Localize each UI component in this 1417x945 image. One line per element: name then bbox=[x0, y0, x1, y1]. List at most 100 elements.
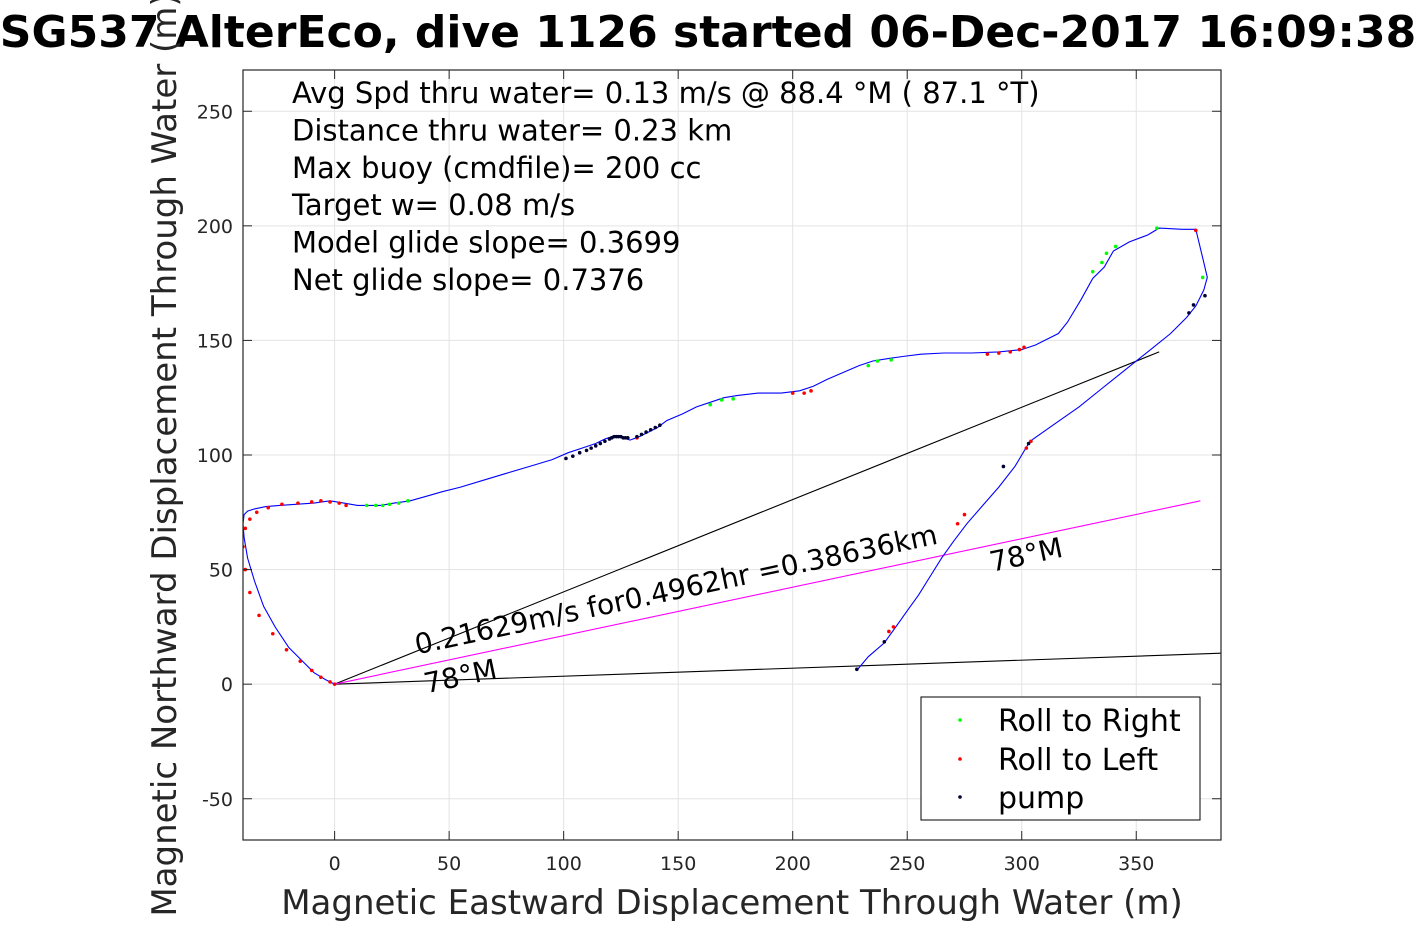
heading-line bbox=[334, 351, 1160, 685]
ticks: 0 50 100 150 200 250 300 350 -50 0 50 100 150 200 250 bbox=[197, 70, 1221, 875]
roll-left-marker bbox=[266, 505, 270, 510]
roll-left-marker bbox=[802, 391, 806, 395]
pump-marker bbox=[603, 439, 607, 444]
roll-left-marker bbox=[328, 500, 332, 504]
legend-roll-right-label: Roll to Right bbox=[998, 704, 1181, 739]
roll-left-marker bbox=[319, 675, 323, 680]
roll-right-marker bbox=[1155, 226, 1159, 230]
info-line: Target w= 0.08 m/s bbox=[291, 188, 575, 222]
x-tick-label: 100 bbox=[546, 853, 582, 875]
roll-left-marker bbox=[280, 502, 284, 507]
y-tick-label: -50 bbox=[202, 789, 233, 811]
roll-left-marker bbox=[1022, 345, 1026, 350]
roll-left-marker bbox=[809, 389, 813, 393]
x-tick-label: 300 bbox=[1004, 853, 1040, 875]
roll-left-marker bbox=[332, 682, 337, 686]
roll-left-marker bbox=[254, 510, 259, 515]
pump-marker bbox=[571, 454, 575, 458]
pump-marker bbox=[653, 425, 658, 430]
legend-roll-right-marker bbox=[958, 718, 962, 722]
x-axis-label: Magnetic Eastward Displacement Through W… bbox=[281, 883, 1183, 923]
x-tick-label: 150 bbox=[660, 853, 696, 875]
pump-marker bbox=[584, 448, 589, 453]
roll-left-marker bbox=[296, 501, 300, 505]
roll-right-marker bbox=[1200, 275, 1205, 280]
y-tick-label: 150 bbox=[197, 330, 233, 352]
pump-marker bbox=[648, 427, 653, 432]
roll-left-marker bbox=[328, 680, 332, 684]
x-tick-label: 0 bbox=[329, 853, 341, 875]
roll-left-marker bbox=[1008, 350, 1013, 354]
pump-marker bbox=[855, 667, 859, 672]
info-line: Max buoy (cmdfile)= 200 cc bbox=[292, 151, 701, 185]
pump-marker bbox=[1203, 293, 1207, 298]
pump-marker bbox=[644, 430, 648, 434]
roll-left-marker bbox=[248, 590, 252, 595]
annotation-text: 78°M bbox=[421, 653, 500, 701]
info-line: Net glide slope= 0.7376 bbox=[292, 263, 644, 297]
roll-left-marker bbox=[309, 668, 314, 673]
pump-marker bbox=[625, 436, 630, 440]
roll-left-marker bbox=[962, 512, 967, 517]
y-tick-label: 50 bbox=[209, 560, 233, 582]
roll-right-marker bbox=[719, 398, 724, 402]
roll-right-marker bbox=[387, 502, 392, 507]
info-line: Avg Spd thru water= 0.13 m/s @ 88.4 °M (… bbox=[292, 76, 1040, 110]
roll-right-marker bbox=[406, 499, 410, 503]
pump-marker bbox=[589, 446, 593, 450]
roll-right-marker bbox=[396, 501, 401, 505]
legend-roll-left-label: Roll to Left bbox=[998, 743, 1158, 778]
roll-left-marker bbox=[344, 503, 348, 508]
pump-marker bbox=[635, 434, 639, 439]
heading-line bbox=[334, 500, 1201, 685]
pump-marker bbox=[593, 444, 598, 448]
x-tick-label: 50 bbox=[437, 853, 461, 875]
y-tick-label: 250 bbox=[197, 101, 233, 123]
x-tick-label: 250 bbox=[889, 853, 925, 875]
roll-right-marker bbox=[1113, 244, 1118, 249]
roll-left-marker bbox=[257, 613, 261, 618]
roll-left-marker bbox=[319, 499, 323, 503]
pump-marker bbox=[1026, 441, 1031, 446]
roll-right-marker bbox=[708, 402, 713, 407]
pump-marker bbox=[598, 441, 603, 446]
pump-marker bbox=[658, 423, 662, 428]
pump-marker bbox=[639, 432, 644, 437]
roll-left-marker bbox=[270, 631, 275, 636]
annotation-text: 78°M bbox=[987, 531, 1066, 579]
roll-left-marker bbox=[243, 526, 248, 531]
pump-marker bbox=[1187, 311, 1191, 315]
y-tick-label: 200 bbox=[197, 216, 233, 238]
roll-right-marker bbox=[380, 503, 385, 508]
roll-left-marker bbox=[1029, 439, 1033, 444]
roll-left-marker bbox=[997, 351, 1001, 355]
roll-right-marker bbox=[866, 363, 871, 368]
roll-right-marker bbox=[731, 397, 735, 401]
annotation-text: 0.21629m/s for0.4962hr =0.38636km bbox=[412, 518, 941, 661]
roll-left-marker bbox=[309, 500, 314, 504]
roll-right-marker bbox=[374, 503, 378, 508]
pump-marker bbox=[577, 450, 582, 455]
roll-left-marker bbox=[1024, 446, 1029, 450]
pump-marker bbox=[882, 639, 887, 644]
roll-left-marker bbox=[790, 391, 795, 395]
x-tick-label: 200 bbox=[775, 853, 811, 875]
roll-right-marker bbox=[875, 359, 880, 363]
y-tick-label: 100 bbox=[197, 445, 233, 467]
pump-marker bbox=[1191, 303, 1196, 307]
roll-left-marker bbox=[248, 517, 252, 521]
legend-pump-label: pump bbox=[998, 781, 1084, 816]
roll-left-marker bbox=[985, 352, 990, 356]
roll-right-marker bbox=[364, 503, 369, 508]
roll-left-marker bbox=[284, 647, 289, 652]
annotations: 0.21629m/s for0.4962hr =0.38636km78°M78°… bbox=[412, 518, 1066, 700]
roll-right-marker bbox=[1090, 269, 1095, 274]
roll-left-marker bbox=[337, 501, 341, 505]
roll-right-marker bbox=[889, 358, 893, 362]
pump-marker bbox=[1001, 464, 1006, 469]
legend-box bbox=[920, 696, 1201, 821]
heading-line bbox=[334, 652, 1221, 685]
chart-title: SG537 AlterEco, dive 1126 started 06-Dec… bbox=[0, 7, 1416, 58]
roll-left-marker bbox=[955, 521, 960, 526]
